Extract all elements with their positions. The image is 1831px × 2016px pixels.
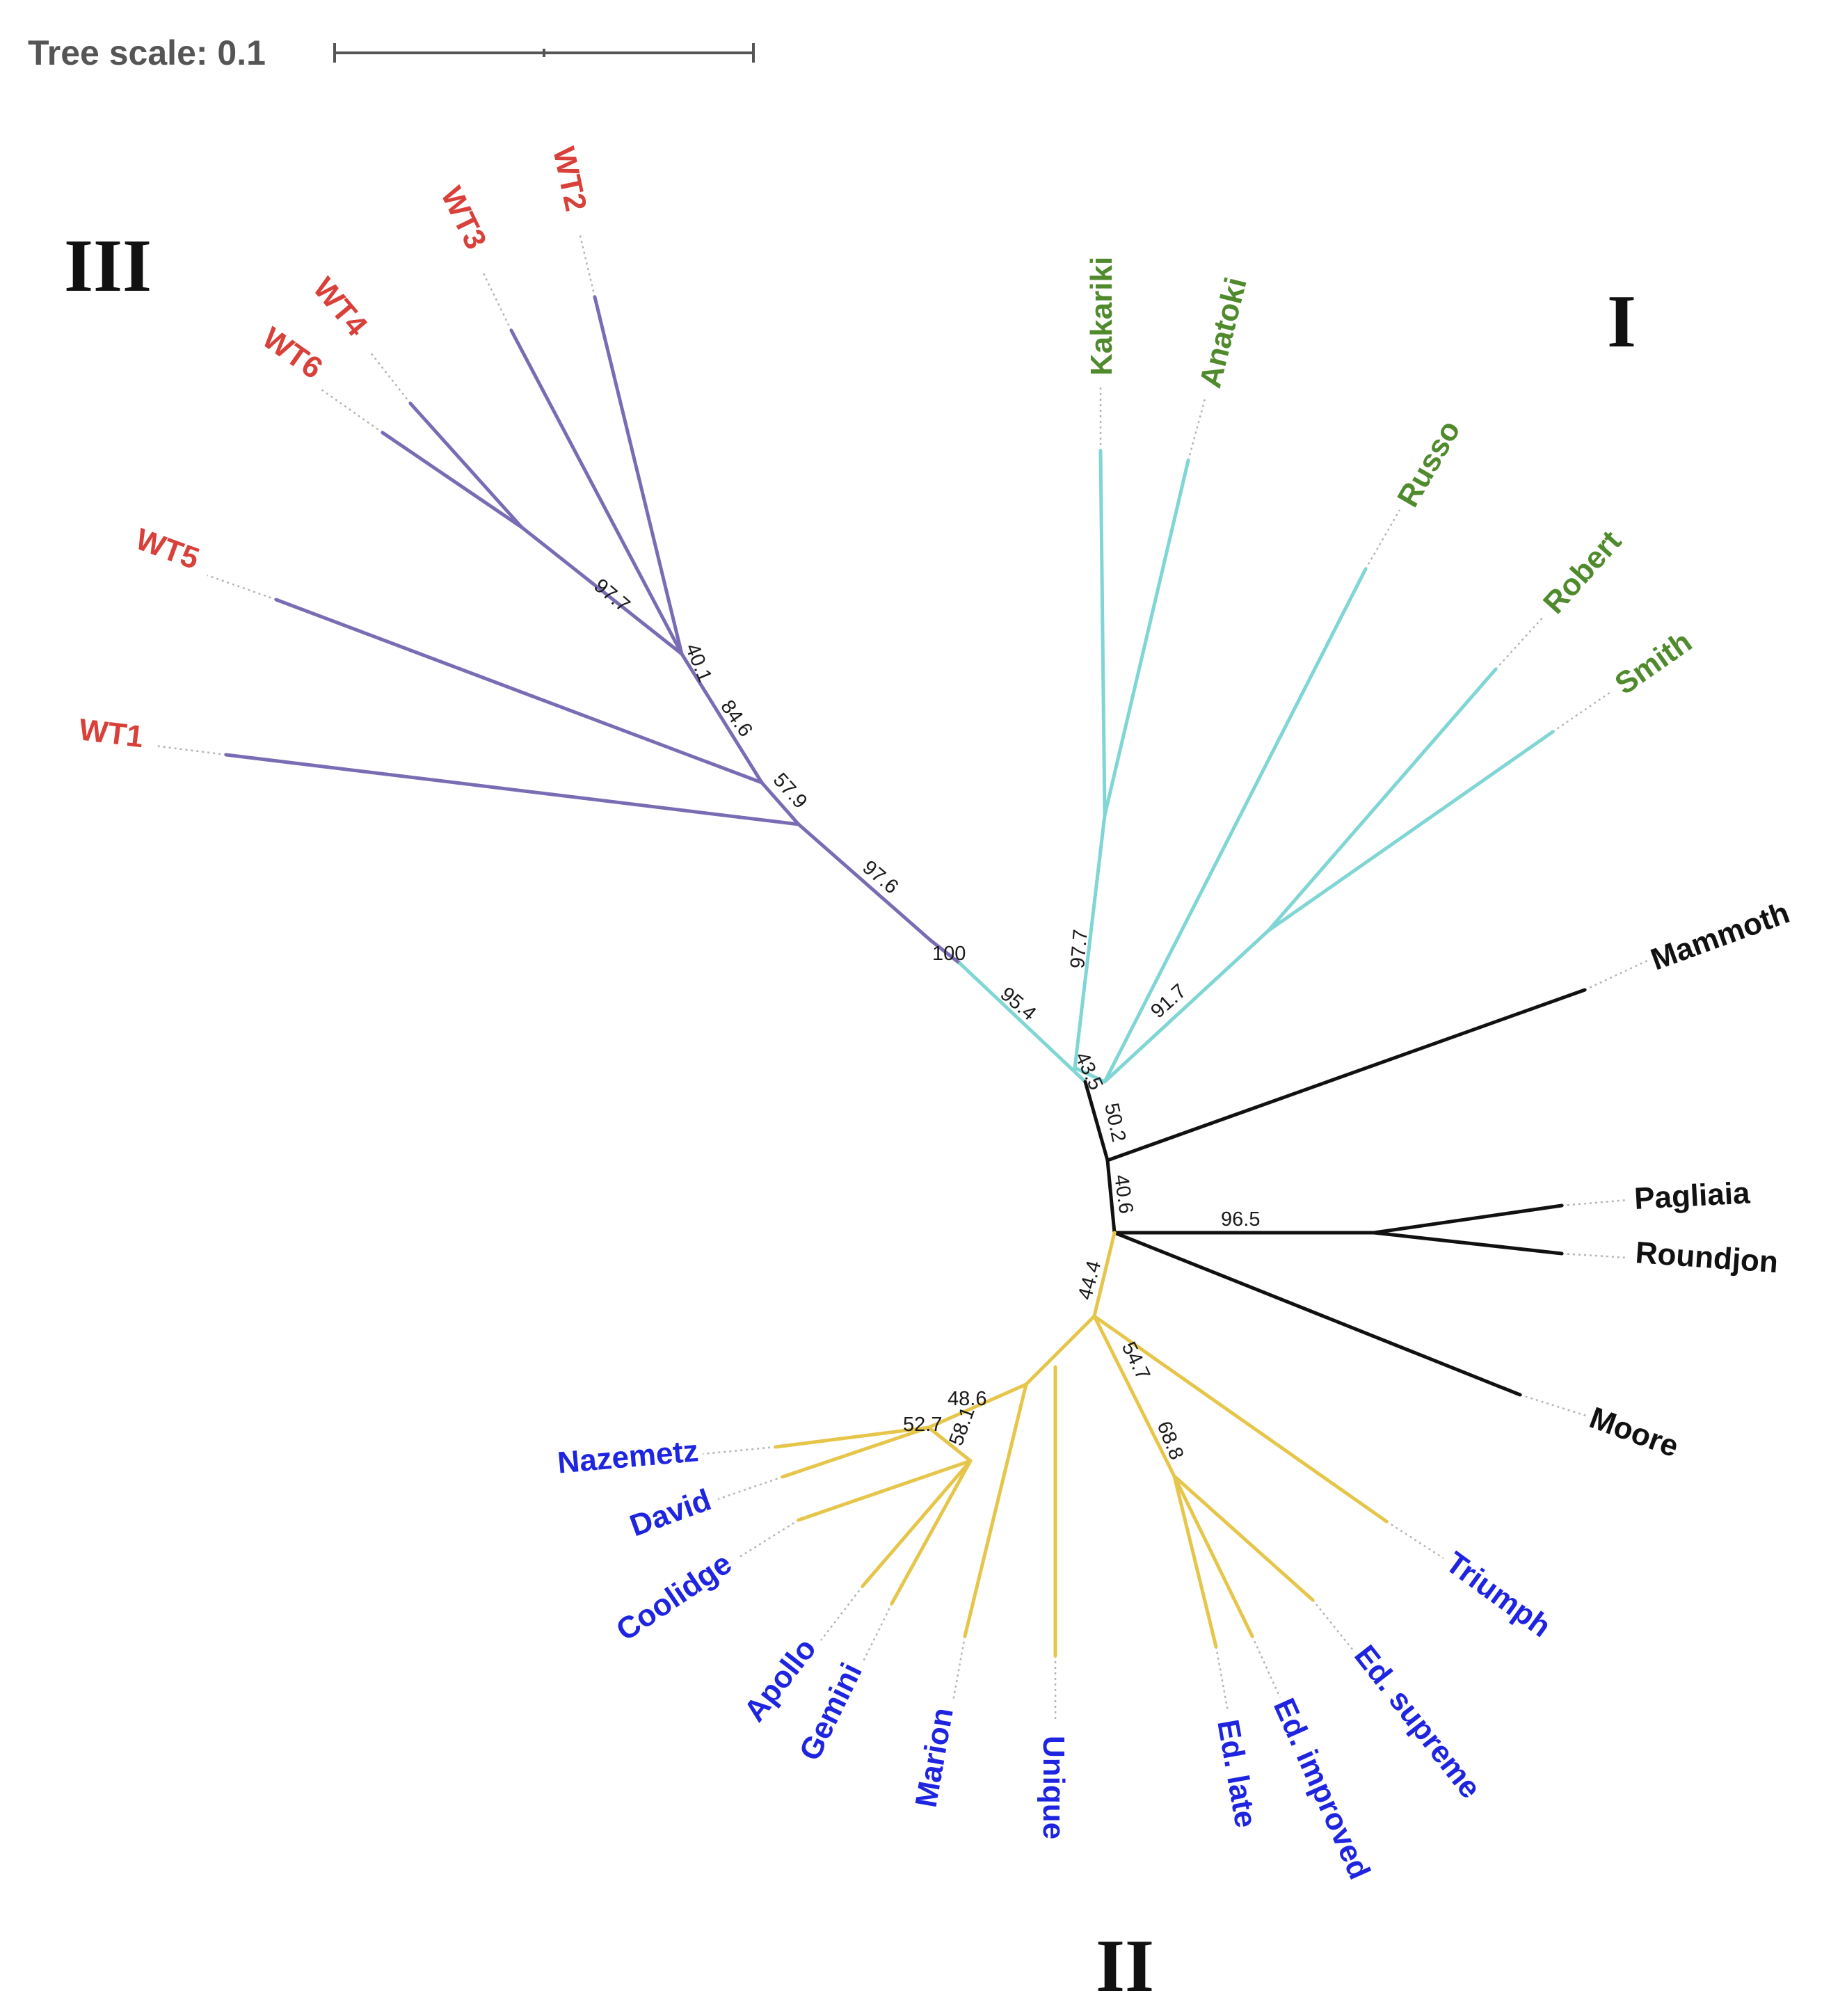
leaf-label-WT1: WT1	[77, 712, 145, 754]
leaf-label-Ed-supreme: Ed. supreme	[1348, 1639, 1487, 1805]
bootstrap-value: 52.7	[903, 1414, 942, 1436]
bootstrap-value: 57.9	[769, 769, 812, 813]
bootstrap-value: 97.6	[858, 856, 903, 899]
clade-I-leaf-labels: Kakariki Anatoki Russo Robert Smith	[1085, 257, 1698, 701]
bootstrap-value: 96.5	[1221, 1208, 1260, 1231]
leaf-label-Ed-late: Ed. late	[1210, 1717, 1263, 1830]
bootstrap-value: 58.1	[945, 1404, 980, 1448]
leaf-label-Roundjon: Roundjon	[1634, 1235, 1779, 1279]
leaf-label-Pagliaia: Pagliaia	[1633, 1176, 1751, 1216]
leaf-label-Robert: Robert	[1537, 524, 1629, 620]
leaf-label-Triumph: Triumph	[1439, 1545, 1557, 1644]
leaf-label-Unique: Unique	[1037, 1736, 1071, 1839]
tree-scale: Tree scale: 0.1	[28, 33, 755, 72]
clade-label-I: I	[1607, 280, 1636, 363]
bootstrap-value: 54.7	[1117, 1338, 1155, 1384]
leaf-label-Marion: Marion	[909, 1705, 960, 1810]
tree-scale-label: Tree scale: 0.1	[28, 33, 266, 72]
clade-III-branches	[224, 295, 962, 966]
leaf-label-Smith: Smith	[1609, 625, 1698, 701]
leaf-label-Coolidge: Coolidge	[610, 1546, 737, 1648]
leaf-label-WT5: WT5	[131, 522, 204, 576]
clade-II-branches	[774, 1231, 1389, 1658]
leaf-label-WT3: WT3	[434, 182, 493, 255]
leaf-leader-lines	[154, 232, 1649, 1722]
tree-scale-bar	[333, 43, 755, 63]
other-branches	[1083, 988, 1587, 1397]
clade-I-branches	[958, 449, 1555, 1084]
other-leaf-labels: Mammoth Pagliaia Roundjon Moore	[1585, 895, 1794, 1464]
leaf-label-Anatoki: Anatoki	[1193, 274, 1254, 391]
clade-label-III: III	[64, 225, 152, 307]
bootstrap-value: 50.2	[1100, 1101, 1130, 1144]
bootstrap-value: 100	[932, 943, 966, 965]
leaf-label-Moore: Moore	[1585, 1400, 1684, 1464]
leaf-label-Mammoth: Mammoth	[1647, 895, 1794, 977]
leaf-label-WT4: WT4	[306, 271, 374, 343]
bootstrap-values: 97.7 40.1 84.6 57.9 97.6 100 95.4 97.7 9…	[590, 575, 1261, 1463]
leaf-label-Ed-improved: Ed. improved	[1267, 1693, 1377, 1885]
leaf-label-WT6: WT6	[256, 321, 328, 385]
leaf-label-Kakariki: Kakariki	[1085, 257, 1119, 376]
leaf-label-Russo: Russo	[1391, 415, 1467, 513]
clade-III-leaf-labels: WT2 WT3 WT4 WT6 WT5 WT1	[77, 144, 593, 754]
bootstrap-value: 40.6	[1110, 1174, 1137, 1215]
bootstrap-value: 97.7	[1066, 929, 1092, 970]
bootstrap-value: 48.6	[948, 1388, 986, 1410]
leaf-label-Nazemetz: Nazemetz	[556, 1434, 699, 1480]
leaf-label-Apollo: Apollo	[737, 1632, 823, 1728]
leaf-label-WT2: WT2	[546, 144, 593, 214]
leaf-label-David: David	[625, 1482, 715, 1543]
clade-label-II: II	[1096, 1925, 1154, 2008]
